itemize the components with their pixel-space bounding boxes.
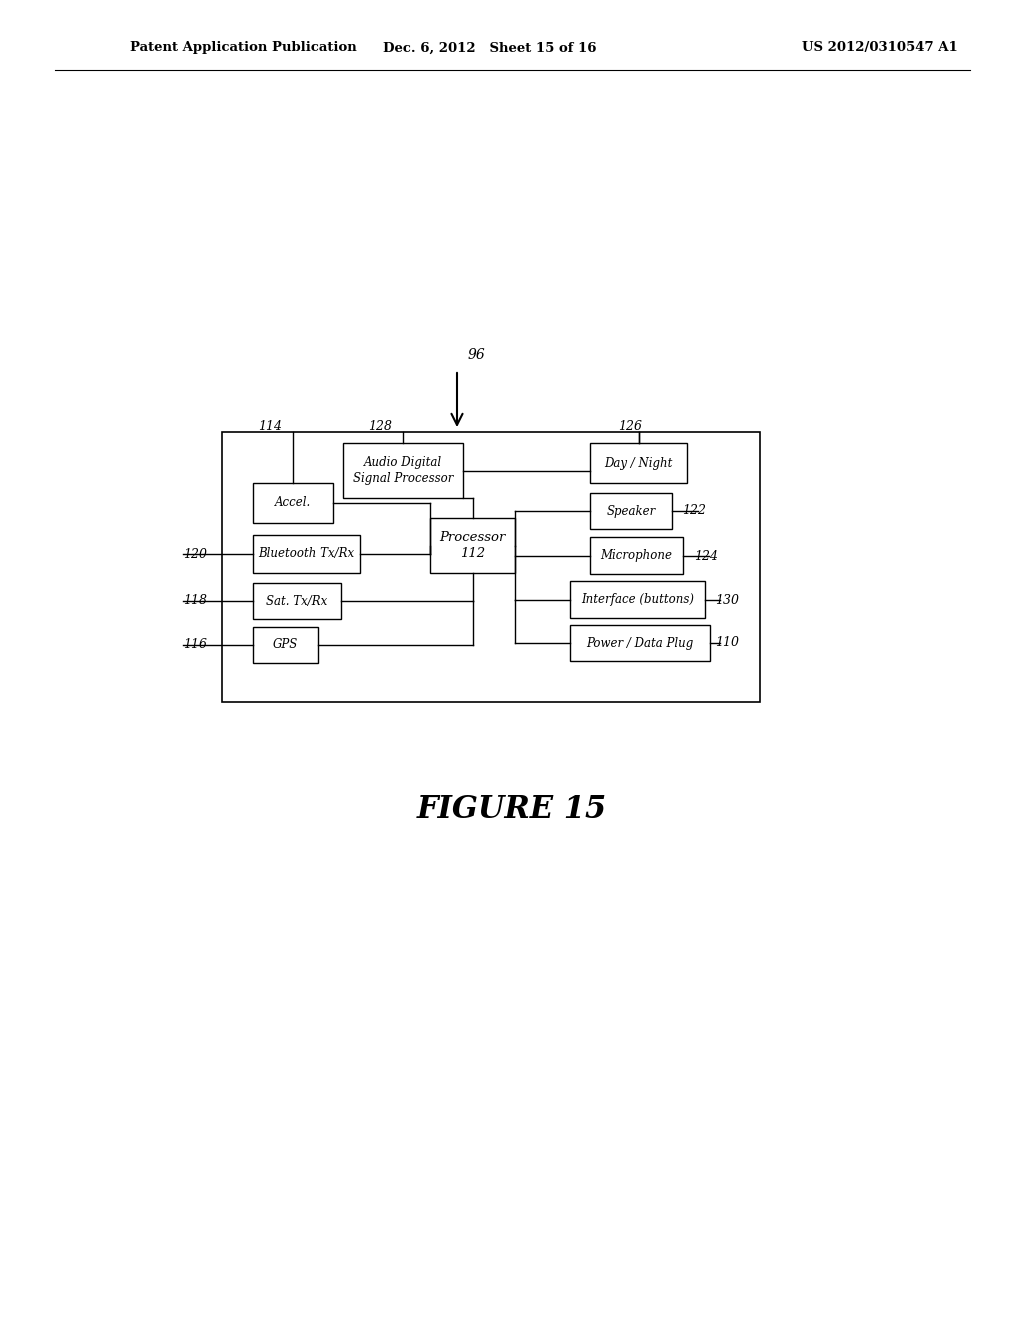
Bar (253, 535, 360, 573)
Text: US 2012/0310547 A1: US 2012/0310547 A1 (802, 41, 957, 54)
Text: Power / Data Plug: Power / Data Plug (587, 636, 693, 649)
Text: 96: 96 (468, 348, 485, 362)
Bar (222, 432, 760, 702)
Text: 110: 110 (715, 635, 739, 648)
Text: 116: 116 (183, 638, 207, 651)
Text: 114: 114 (258, 420, 282, 433)
Text: Audio Digital
Signal Processor: Audio Digital Signal Processor (353, 455, 454, 484)
Text: Patent Application Publication: Patent Application Publication (130, 41, 356, 54)
Text: FIGURE 15: FIGURE 15 (417, 795, 607, 825)
Text: Microphone: Microphone (600, 549, 673, 562)
Text: Bluetooth Tx/Rx: Bluetooth Tx/Rx (258, 548, 354, 561)
Text: Speaker: Speaker (606, 504, 655, 517)
Text: Sat. Tx/Rx: Sat. Tx/Rx (266, 594, 328, 607)
Text: 118: 118 (183, 594, 207, 607)
Text: Day / Night: Day / Night (604, 457, 673, 470)
Bar (590, 444, 687, 483)
Text: 122: 122 (682, 504, 706, 517)
Text: Interface (buttons): Interface (buttons) (581, 593, 694, 606)
Text: 130: 130 (715, 594, 739, 606)
Text: Dec. 6, 2012   Sheet 15 of 16: Dec. 6, 2012 Sheet 15 of 16 (383, 41, 597, 54)
Bar (253, 627, 318, 663)
Bar (590, 537, 683, 574)
Bar (253, 483, 333, 523)
Text: 124: 124 (694, 549, 718, 562)
Bar (590, 492, 672, 529)
Text: 126: 126 (618, 420, 642, 433)
Bar (343, 444, 463, 498)
Text: GPS: GPS (272, 639, 298, 652)
Text: 120: 120 (183, 548, 207, 561)
Text: Processor
112: Processor 112 (439, 531, 506, 560)
Text: 128: 128 (368, 420, 392, 433)
Bar (253, 583, 341, 619)
Bar (570, 624, 710, 661)
Bar (570, 581, 705, 618)
Bar (430, 517, 515, 573)
Text: Accel.: Accel. (274, 496, 311, 510)
